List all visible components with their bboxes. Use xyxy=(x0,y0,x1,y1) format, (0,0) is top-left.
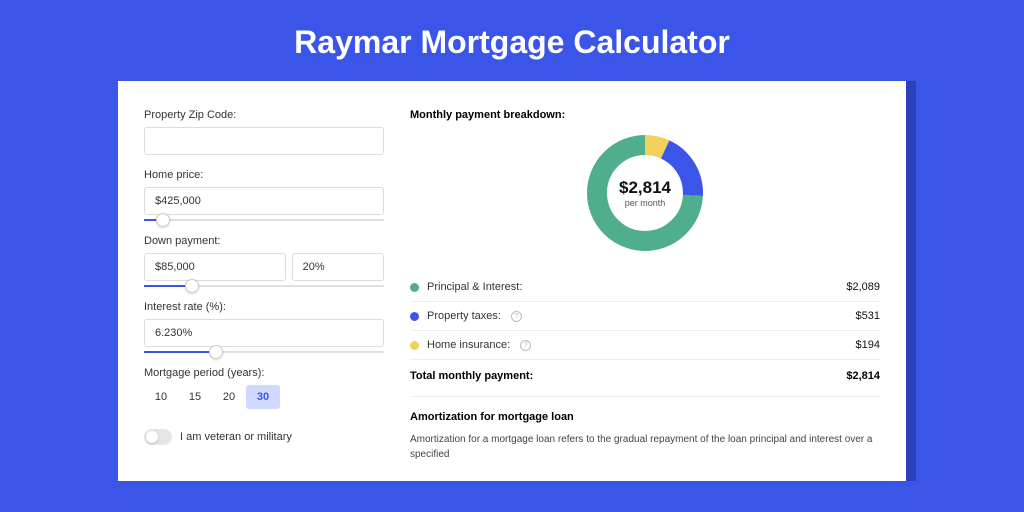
total-row: Total monthly payment: $2,814 xyxy=(410,359,880,396)
payment-donut-chart: $2,814 per month xyxy=(583,131,707,255)
total-value: $2,814 xyxy=(846,370,880,382)
home-price-input[interactable] xyxy=(144,187,384,215)
legend-dot xyxy=(410,312,419,321)
page-title: Raymar Mortgage Calculator xyxy=(0,0,1024,81)
interest-rate-label: Interest rate (%): xyxy=(144,301,384,313)
legend-row: Home insurance:? $194 xyxy=(410,331,880,359)
legend-label: Home insurance: xyxy=(427,339,510,351)
card-shadow xyxy=(906,81,916,481)
breakdown-column: Monthly payment breakdown: $2,814 per mo… xyxy=(410,109,880,481)
down-payment-field: Down payment: xyxy=(144,235,384,287)
down-payment-slider[interactable] xyxy=(144,285,384,287)
down-payment-amount-input[interactable] xyxy=(144,253,286,281)
period-field: Mortgage period (years): 10152030 xyxy=(144,367,384,409)
legend-row: Principal & Interest: $2,089 xyxy=(410,273,880,302)
legend-value: $531 xyxy=(856,310,880,322)
veteran-toggle-knob xyxy=(146,431,158,443)
donut-subtext: per month xyxy=(625,198,666,208)
total-label: Total monthly payment: xyxy=(410,370,533,382)
amortization-text: Amortization for a mortgage loan refers … xyxy=(410,433,880,462)
period-option-10[interactable]: 10 xyxy=(144,385,178,409)
down-payment-percent-input[interactable] xyxy=(292,253,384,281)
home-price-slider-thumb[interactable] xyxy=(156,213,170,227)
legend-dot xyxy=(410,283,419,292)
interest-rate-field: Interest rate (%): xyxy=(144,301,384,353)
interest-rate-slider[interactable] xyxy=(144,351,384,353)
veteran-label: I am veteran or military xyxy=(180,431,292,443)
legend-value: $194 xyxy=(856,339,880,351)
home-price-slider[interactable] xyxy=(144,219,384,221)
zip-field: Property Zip Code: xyxy=(144,109,384,155)
down-payment-label: Down payment: xyxy=(144,235,384,247)
legend-row: Property taxes:? $531 xyxy=(410,302,880,331)
veteran-toggle[interactable] xyxy=(144,429,172,445)
breakdown-title: Monthly payment breakdown: xyxy=(410,109,880,121)
interest-rate-slider-thumb[interactable] xyxy=(209,345,223,359)
down-payment-slider-thumb[interactable] xyxy=(185,279,199,293)
calculator-card: Property Zip Code: Home price: Down paym… xyxy=(118,81,906,481)
donut-amount: $2,814 xyxy=(619,178,671,198)
info-icon[interactable]: ? xyxy=(520,340,531,351)
donut-wrap: $2,814 per month xyxy=(410,131,880,255)
period-option-30[interactable]: 30 xyxy=(246,385,280,409)
interest-rate-input[interactable] xyxy=(144,319,384,347)
zip-input[interactable] xyxy=(144,127,384,155)
legend-dot xyxy=(410,341,419,350)
info-icon[interactable]: ? xyxy=(511,311,522,322)
legend-value: $2,089 xyxy=(846,281,880,293)
period-option-20[interactable]: 20 xyxy=(212,385,246,409)
amortization-title: Amortization for mortgage loan xyxy=(410,411,880,423)
period-option-15[interactable]: 15 xyxy=(178,385,212,409)
legend-label: Principal & Interest: xyxy=(427,281,522,293)
legend-label: Property taxes: xyxy=(427,310,501,322)
zip-label: Property Zip Code: xyxy=(144,109,384,121)
form-column: Property Zip Code: Home price: Down paym… xyxy=(144,109,384,481)
veteran-row: I am veteran or military xyxy=(144,429,384,445)
period-label: Mortgage period (years): xyxy=(144,367,384,379)
home-price-field: Home price: xyxy=(144,169,384,221)
home-price-label: Home price: xyxy=(144,169,384,181)
amortization-block: Amortization for mortgage loan Amortizat… xyxy=(410,396,880,462)
